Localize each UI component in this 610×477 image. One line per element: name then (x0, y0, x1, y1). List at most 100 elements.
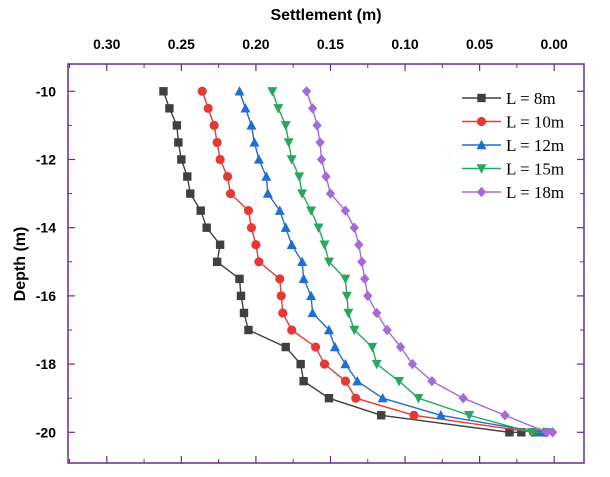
data-point (244, 325, 253, 335)
x-tick-label: 0.30 (93, 36, 120, 52)
legend-marker (476, 116, 487, 127)
data-point (215, 240, 225, 249)
legend-marker (476, 139, 487, 150)
data-point (458, 393, 468, 404)
y-tick-label: -10 (36, 83, 56, 99)
data-point (313, 223, 324, 233)
y-tick-label: -12 (36, 151, 56, 167)
data-point (340, 358, 351, 369)
data-point (307, 307, 318, 318)
x-axis-title: Settlement (m) (270, 7, 381, 24)
series-line (238, 91, 544, 434)
data-point (301, 86, 312, 97)
data-point (409, 410, 419, 420)
data-point (542, 427, 552, 438)
x-tick-label: 0.15 (317, 36, 344, 52)
legend-label: L = 15m (506, 160, 564, 179)
data-point (526, 428, 537, 438)
data-point (262, 188, 273, 198)
data-point (246, 223, 257, 233)
data-point (240, 103, 251, 113)
legend-item: L = 15m (462, 160, 564, 179)
legend-label: L = 12m (506, 136, 564, 155)
data-point (234, 86, 245, 96)
data-point (249, 137, 260, 147)
data-point (254, 257, 264, 267)
series-line (201, 91, 546, 434)
legend-item: L = 18m (462, 183, 564, 202)
data-point (316, 154, 327, 165)
data-point (225, 188, 236, 199)
x-tick-label: 0.25 (168, 36, 195, 52)
data-point (246, 120, 257, 130)
data-point (251, 240, 261, 250)
data-point (340, 205, 351, 216)
data-point (367, 342, 378, 353)
data-point (235, 274, 244, 284)
data-point (280, 121, 291, 131)
data-point (319, 359, 330, 369)
data-point (363, 290, 373, 302)
data-point (407, 358, 418, 370)
y-axis-title: Depth (m) (12, 227, 29, 302)
data-point (319, 240, 330, 250)
data-point (357, 256, 367, 267)
data-point (209, 120, 219, 130)
data-point (286, 239, 297, 249)
legend-label: L = 8m (506, 89, 556, 108)
data-point (298, 273, 309, 284)
data-point (517, 428, 526, 437)
data-point (159, 87, 168, 96)
legend-label: L = 18m (506, 183, 564, 202)
data-point (395, 341, 406, 353)
data-point (382, 324, 392, 336)
data-point (203, 103, 213, 113)
data-point (197, 86, 207, 96)
data-point (278, 308, 288, 318)
series-4 (267, 87, 552, 438)
x-tick-label: 0.10 (391, 36, 418, 52)
series-line (271, 91, 547, 434)
data-point (371, 359, 382, 370)
data-point (349, 222, 360, 233)
data-point (212, 257, 222, 266)
legend-marker (476, 186, 487, 198)
data-point (267, 87, 278, 97)
data-point (239, 308, 249, 318)
data-point (360, 273, 370, 285)
data-point (222, 171, 233, 182)
data-point (212, 137, 222, 148)
data-point (261, 171, 272, 181)
data-point (306, 206, 317, 216)
data-point (352, 375, 363, 386)
data-point (341, 291, 352, 302)
series-1 (159, 87, 526, 437)
data-point (307, 103, 318, 114)
data-point (321, 171, 331, 182)
data-point (306, 290, 317, 301)
data-point (427, 375, 437, 387)
data-point (377, 393, 388, 403)
data-point (376, 411, 386, 420)
y-tick-label: -16 (36, 288, 56, 304)
data-point (183, 172, 192, 181)
data-point (435, 410, 446, 420)
legend-item: L = 12m (462, 136, 564, 155)
legend-label: L = 10m (506, 113, 564, 132)
data-point (312, 120, 322, 131)
data-point (172, 121, 182, 130)
legend-marker (476, 164, 487, 174)
data-point (343, 308, 354, 319)
data-point (186, 189, 195, 198)
data-point (281, 342, 290, 352)
series-5 (301, 86, 558, 438)
data-point (294, 172, 305, 182)
data-point (351, 393, 361, 403)
data-point (196, 206, 205, 215)
series-line (305, 91, 553, 434)
data-point (243, 206, 254, 216)
y-tick-label: -14 (36, 220, 56, 236)
data-point (340, 274, 351, 285)
data-point (202, 223, 211, 232)
